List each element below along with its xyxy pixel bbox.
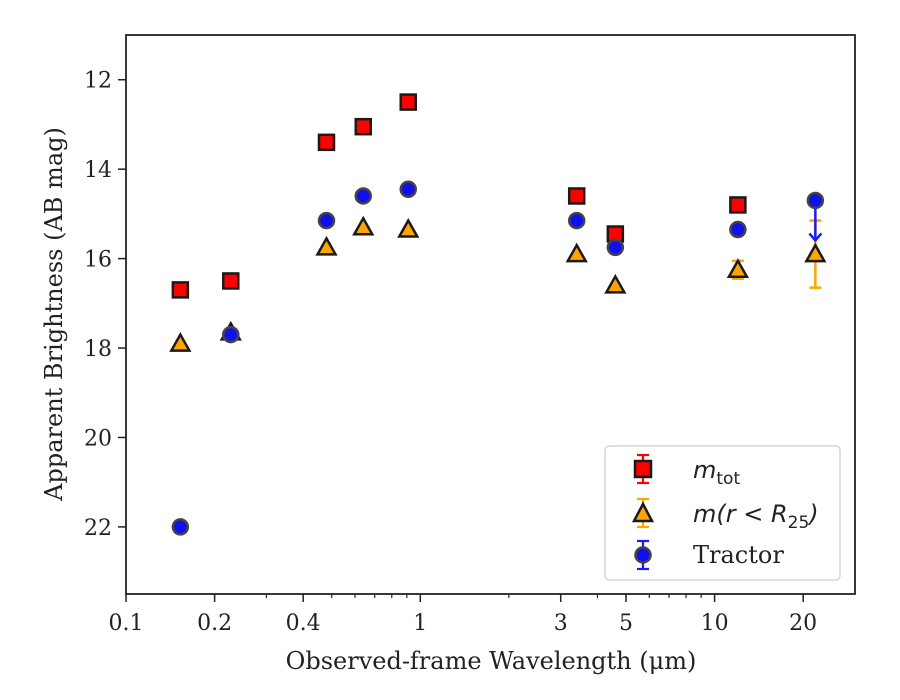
data-point-triangle bbox=[565, 242, 588, 263]
data-point-triangle bbox=[169, 332, 192, 352]
y-tick-label: 16 bbox=[84, 248, 112, 273]
data-point-circle bbox=[606, 238, 625, 257]
data-point-square bbox=[354, 117, 373, 136]
data-point-circle bbox=[354, 187, 373, 205]
legend: mtot m(r < R25) Tractor bbox=[604, 445, 841, 581]
legend-marker-square bbox=[633, 459, 653, 479]
x-tick-label: 5 bbox=[619, 611, 633, 636]
x-axis: 0.1 0.2 0.4 1 3 5 10 20 bbox=[109, 594, 817, 636]
x-tick-label: 20 bbox=[789, 611, 817, 636]
data-point-triangle bbox=[604, 273, 627, 294]
y-tick-label: 14 bbox=[84, 158, 112, 183]
data-point-circle bbox=[806, 191, 825, 210]
data-point-square bbox=[399, 93, 417, 111]
data-point-circle bbox=[317, 211, 336, 230]
x-tick-label: 3 bbox=[554, 611, 568, 636]
y-tick-label: 18 bbox=[84, 337, 112, 362]
data-point-square bbox=[729, 196, 747, 214]
data-point-triangle bbox=[726, 258, 750, 279]
data-point-circle bbox=[729, 220, 747, 239]
legend-marker-triangle bbox=[631, 501, 655, 523]
x-tick-label: 10 bbox=[701, 611, 729, 636]
x-tick-label: 1 bbox=[413, 611, 427, 636]
data-markers bbox=[169, 93, 827, 536]
data-point-circle bbox=[567, 211, 586, 230]
legend-label-tractor: Tractor bbox=[693, 541, 784, 569]
x-tick-label: 0.1 bbox=[109, 611, 144, 636]
legend-marker-circle bbox=[634, 546, 652, 564]
y-axis: 12 14 16 18 20 22 bbox=[84, 69, 126, 541]
data-point-square bbox=[171, 281, 190, 299]
data-point-square bbox=[222, 272, 240, 290]
x-tick-label: 0.4 bbox=[286, 611, 321, 636]
y-tick-label: 22 bbox=[84, 516, 112, 541]
y-axis-label: Apparent Brightness (AB mag) bbox=[40, 127, 68, 502]
data-point-triangle bbox=[352, 215, 375, 236]
data-point-square bbox=[317, 133, 336, 152]
y-tick-label: 12 bbox=[84, 69, 112, 94]
legend-entry-tractor: Tractor bbox=[634, 539, 784, 571]
data-point-circle bbox=[222, 325, 240, 344]
data-point-square bbox=[567, 187, 586, 205]
data-point-triangle bbox=[397, 217, 420, 238]
upper-limit-arrow bbox=[808, 232, 823, 243]
y-tick-label: 20 bbox=[84, 426, 112, 451]
data-point-circle bbox=[399, 180, 417, 199]
data-point-circle bbox=[171, 518, 190, 536]
data-point-triangle bbox=[315, 235, 338, 256]
data-point-triangle bbox=[804, 242, 827, 263]
x-tick-label: 0.2 bbox=[197, 611, 232, 636]
x-axis-label: Observed-frame Wavelength (μm) bbox=[286, 647, 697, 675]
legend-frame bbox=[604, 445, 841, 581]
